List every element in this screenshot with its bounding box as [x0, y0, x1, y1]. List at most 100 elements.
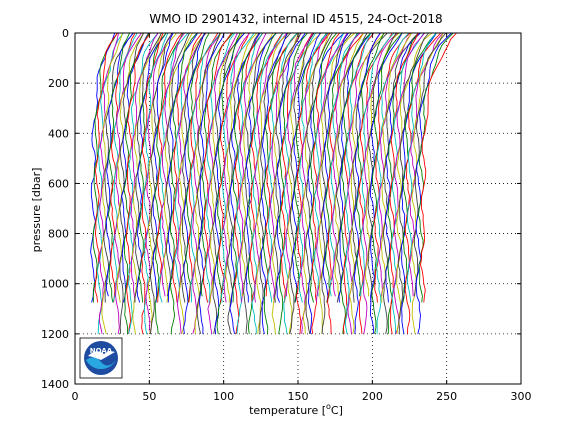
y-tick-label: 800: [48, 228, 69, 241]
noaa-logo: NOAA: [79, 337, 123, 379]
x-tick-label: 200: [362, 390, 383, 403]
temperature-profile-line: [203, 32, 232, 303]
temperature-profile-line: [285, 32, 314, 297]
temperature-profile-line: [362, 32, 399, 334]
y-axis-label: pressure [dbar]: [30, 168, 43, 253]
temperature-profile-line: [258, 32, 292, 334]
temperature-profile-line: [101, 32, 123, 335]
temperature-profile-line: [391, 32, 425, 334]
temperature-profile-line: [295, 32, 331, 334]
temperature-profile-line: [320, 32, 352, 334]
y-tick-label: 400: [48, 127, 69, 140]
temperature-profile-line: [344, 32, 372, 334]
temperature-profile-line: [329, 32, 359, 297]
temperature-profile-line: [243, 32, 277, 334]
temperature-profile-line: [338, 32, 372, 303]
temperature-profile-line: [185, 32, 210, 303]
temperature-profile-line: [207, 32, 238, 334]
temperature-profile-line: [378, 32, 413, 297]
temperature-profile-line: [349, 32, 386, 334]
temperature-profile-line: [404, 32, 442, 334]
temperature-profile-line: [322, 32, 349, 303]
temperature-profile-line: [156, 32, 183, 303]
temperature-profile-line: [200, 32, 234, 297]
temperature-profile-line: [141, 32, 164, 334]
temperature-profile-line: [98, 32, 120, 334]
x-axis-label: temperature [oC]: [249, 402, 343, 417]
temperature-profile-line: [342, 32, 375, 334]
temperature-profile-line: [314, 32, 345, 297]
temperature-profile-line: [384, 32, 421, 303]
temperature-profile-line: [376, 32, 410, 334]
y-tick-label: 1000: [41, 278, 69, 291]
temperature-profile-line: [269, 32, 302, 303]
temperature-profile-line: [125, 32, 151, 334]
temperature-profile-line: [406, 32, 437, 303]
temperature-profile-line: [152, 32, 174, 303]
temperature-profile-line: [289, 32, 315, 335]
x-tick-label: 50: [142, 390, 156, 403]
temperature-profile-line: [119, 32, 144, 334]
temperature-profile-line: [116, 32, 145, 303]
temperature-profile-line: [371, 32, 403, 334]
temperature-profile-line: [318, 32, 356, 334]
temperature-profile-line: [420, 32, 457, 303]
temperature-profile-line: [176, 32, 206, 334]
y-tick-label: 0: [62, 27, 69, 40]
temperature-profile-line: [271, 32, 300, 334]
temperature-profile-line: [278, 32, 308, 334]
temperature-profile-line: [209, 32, 243, 303]
chart-title: WMO ID 2901432, internal ID 4515, 24-Oct…: [149, 12, 442, 26]
y-tick-label: 600: [48, 177, 69, 190]
temperature-profiles: [90, 32, 457, 335]
x-tick-labels: 0 50 100 150 200 250 300: [72, 390, 532, 403]
temperature-profile-line: [311, 32, 341, 334]
temperature-profile-line: [143, 32, 169, 334]
temperature-profile-line: [92, 32, 118, 303]
x-tick-label: 150: [288, 390, 309, 403]
temperature-profile-line: [239, 32, 267, 303]
y-tick-label: 200: [48, 77, 69, 90]
temperature-profile-line: [130, 32, 159, 303]
temperature-profile-line: [110, 32, 136, 303]
temperature-profile-line: [382, 32, 419, 334]
temperature-profile-line: [256, 32, 290, 334]
temperature-profile-line: [367, 32, 397, 303]
temperature-profile-line: [145, 32, 173, 334]
temperature-profile-line: [356, 32, 385, 297]
temperature-profile-line: [94, 32, 118, 303]
temperature-profile-line: [190, 32, 221, 303]
temperature-profile-line: [393, 32, 426, 335]
temperature-profile-line: [223, 32, 251, 303]
temperature-profile-line: [332, 32, 361, 297]
noaa-logo-text: NOAA: [90, 347, 113, 355]
temperature-profile-line: [172, 32, 203, 303]
noaa-wave-icon: [86, 357, 116, 369]
x-tick-label: 100: [213, 390, 234, 403]
temperature-profile-line: [336, 32, 368, 303]
temperature-profile-line: [309, 32, 338, 303]
y-tick-labels: 0 200 400 600 800 1000 1200 1400: [41, 27, 69, 391]
temperature-profile-line: [112, 32, 138, 303]
temperature-profile-line: [353, 32, 381, 334]
temperature-profile-line: [174, 32, 206, 303]
temperature-profile-line: [265, 32, 299, 297]
x-tick-label: 0: [72, 390, 79, 403]
temperature-profile-line: [187, 32, 219, 303]
temperature-profile-line: [396, 32, 433, 334]
temperature-profile-line: [232, 32, 263, 303]
y-tick-label: 1200: [41, 328, 69, 341]
temperature-profile-line: [123, 32, 150, 334]
temperature-profile-line: [402, 32, 437, 303]
temperature-profile-line: [280, 32, 313, 303]
temperature-profile-line: [369, 32, 403, 334]
temperature-profile-line: [298, 32, 329, 303]
temperature-profile-line: [236, 32, 263, 334]
temperature-profile-line: [415, 32, 452, 335]
temperature-profile-line: [291, 32, 321, 303]
temperature-profile-line: [254, 32, 288, 303]
temperature-profile-line: [121, 32, 149, 303]
temperature-profile-line: [249, 32, 284, 303]
y-tick-label: 1400: [41, 378, 69, 391]
temperature-profile-line: [196, 32, 221, 335]
